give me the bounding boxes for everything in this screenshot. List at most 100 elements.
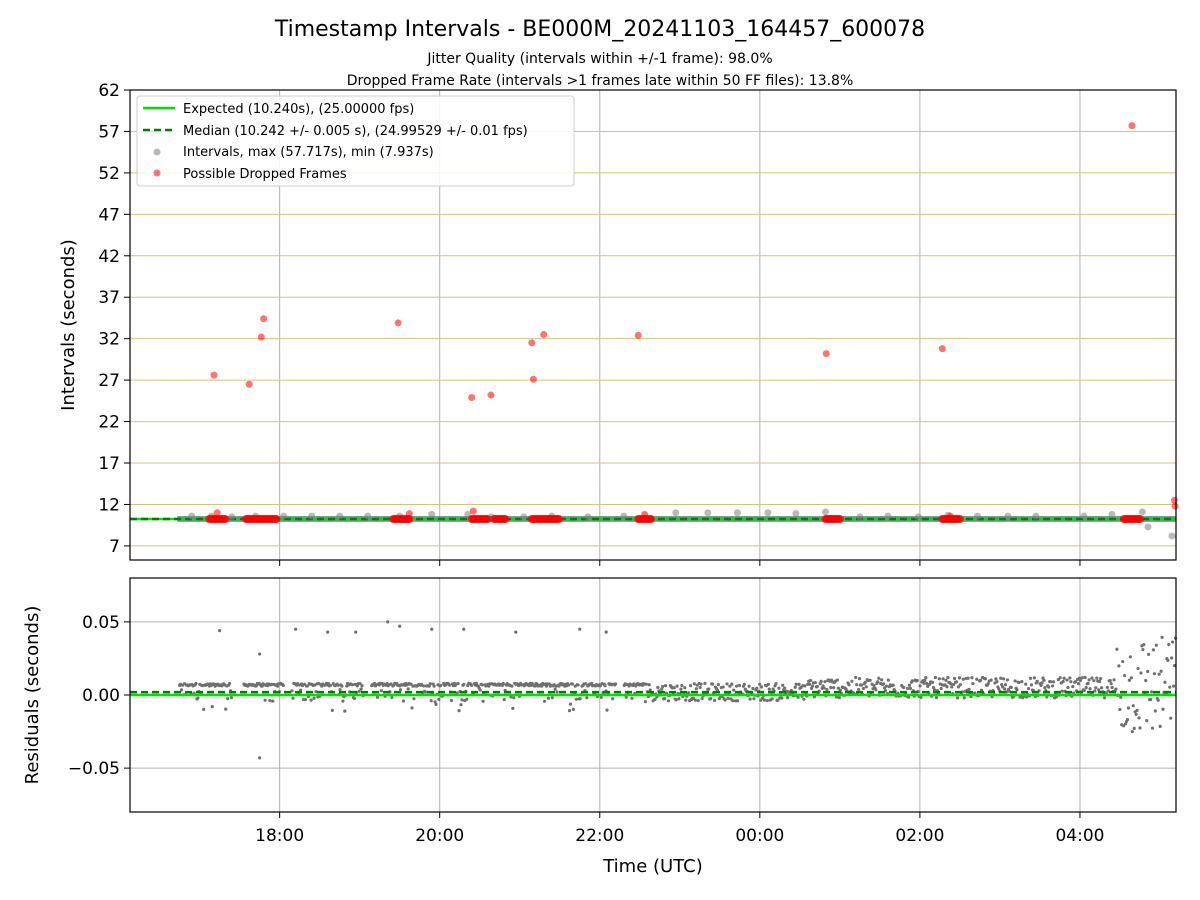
residual-point bbox=[674, 698, 678, 702]
intervals-y-tick-label: 57 bbox=[98, 122, 120, 142]
residual-point bbox=[815, 684, 819, 689]
residual-point bbox=[677, 697, 681, 701]
residual-point bbox=[341, 699, 345, 703]
legend-dropped-label: Possible Dropped Frames bbox=[183, 167, 347, 182]
dropped-frame-point bbox=[1128, 122, 1136, 130]
residual-point bbox=[966, 676, 970, 680]
interval-point bbox=[228, 513, 236, 521]
residual-point bbox=[802, 697, 806, 701]
dropped-frame-run-point bbox=[483, 515, 492, 524]
residual-point bbox=[1132, 726, 1136, 730]
residual-point bbox=[1115, 647, 1119, 651]
residual-point bbox=[1138, 726, 1142, 730]
dropped-frame-run-point bbox=[221, 515, 230, 524]
residual-point bbox=[1002, 677, 1006, 681]
residual-point bbox=[954, 680, 959, 684]
residual-point bbox=[1118, 707, 1122, 712]
residual-point bbox=[781, 683, 785, 687]
residual-point bbox=[429, 699, 433, 703]
residual-outlier-point bbox=[398, 624, 402, 628]
residual-point bbox=[919, 695, 923, 699]
residual-point bbox=[1097, 688, 1101, 692]
residual-point bbox=[1151, 648, 1156, 652]
residual-point bbox=[1047, 685, 1051, 689]
residual-point bbox=[925, 681, 929, 686]
residual-point bbox=[810, 684, 815, 688]
residual-point bbox=[434, 702, 438, 706]
residual-point bbox=[1161, 707, 1165, 711]
residual-point bbox=[330, 708, 334, 712]
residual-point bbox=[1139, 671, 1143, 675]
residual-point bbox=[946, 675, 950, 680]
residual-point bbox=[737, 683, 742, 688]
residual-point bbox=[449, 698, 454, 703]
residual-point bbox=[598, 684, 602, 688]
residual-point bbox=[644, 682, 648, 686]
residual-point bbox=[566, 683, 571, 687]
residual-point bbox=[728, 684, 732, 688]
interval-point bbox=[821, 508, 829, 516]
dropped-frame-run-point bbox=[955, 515, 964, 524]
residual-point bbox=[953, 676, 957, 681]
residual-point bbox=[687, 691, 691, 695]
residual-point bbox=[653, 697, 657, 702]
interval-point bbox=[620, 512, 628, 520]
residual-point bbox=[268, 699, 272, 703]
residual-point bbox=[922, 681, 926, 685]
residual-point bbox=[291, 696, 295, 700]
residual-point bbox=[1020, 680, 1024, 684]
residual-point bbox=[932, 688, 937, 692]
residual-outlier-point bbox=[578, 627, 582, 631]
residual-outlier-point bbox=[354, 630, 358, 634]
residual-point bbox=[699, 682, 703, 686]
residual-point bbox=[412, 697, 416, 701]
residual-point bbox=[1078, 678, 1083, 683]
residual-point bbox=[1159, 669, 1163, 673]
residual-point bbox=[755, 686, 759, 690]
residual-point bbox=[907, 683, 912, 687]
residual-point bbox=[680, 683, 684, 688]
residual-point bbox=[196, 696, 200, 700]
residual-point bbox=[1065, 678, 1069, 682]
intervals-points bbox=[188, 508, 1176, 540]
residual-point bbox=[1039, 683, 1043, 688]
residual-point bbox=[1002, 687, 1007, 691]
residual-point bbox=[735, 699, 740, 703]
residual-point bbox=[995, 680, 999, 684]
dropped-frame-point bbox=[468, 394, 476, 402]
residual-point bbox=[1127, 678, 1132, 682]
residual-point bbox=[357, 689, 361, 694]
residual-point bbox=[725, 682, 729, 686]
intervals-y-tick-label: 32 bbox=[98, 330, 120, 350]
interval-point bbox=[280, 512, 288, 520]
residual-point bbox=[855, 683, 859, 687]
residual-point bbox=[1084, 686, 1088, 690]
residual-point bbox=[447, 683, 452, 687]
residual-point bbox=[880, 678, 884, 682]
residual-point bbox=[944, 678, 948, 682]
residual-point bbox=[328, 683, 332, 687]
residual-point bbox=[1042, 678, 1046, 682]
dropped-frame-point bbox=[394, 319, 402, 327]
residual-point bbox=[970, 676, 974, 680]
residual-point bbox=[1015, 688, 1019, 692]
residual-point bbox=[1119, 695, 1123, 699]
dropped-frame-point bbox=[540, 331, 548, 339]
residual-point bbox=[462, 682, 466, 686]
residual-point bbox=[226, 697, 230, 701]
residual-point bbox=[533, 684, 537, 688]
residual-point bbox=[1123, 673, 1127, 678]
residual-point bbox=[924, 676, 928, 680]
residual-point bbox=[663, 684, 668, 688]
residual-outlier-point bbox=[294, 627, 298, 631]
interval-point bbox=[1004, 512, 1012, 520]
interval-point bbox=[884, 512, 892, 520]
residual-point bbox=[553, 687, 557, 691]
residual-point bbox=[1013, 679, 1017, 683]
residual-point bbox=[856, 687, 861, 692]
residual-point bbox=[832, 686, 836, 690]
residual-point bbox=[707, 687, 711, 691]
residual-point bbox=[624, 695, 628, 699]
interval-point bbox=[1080, 512, 1088, 520]
residual-point bbox=[986, 681, 990, 686]
